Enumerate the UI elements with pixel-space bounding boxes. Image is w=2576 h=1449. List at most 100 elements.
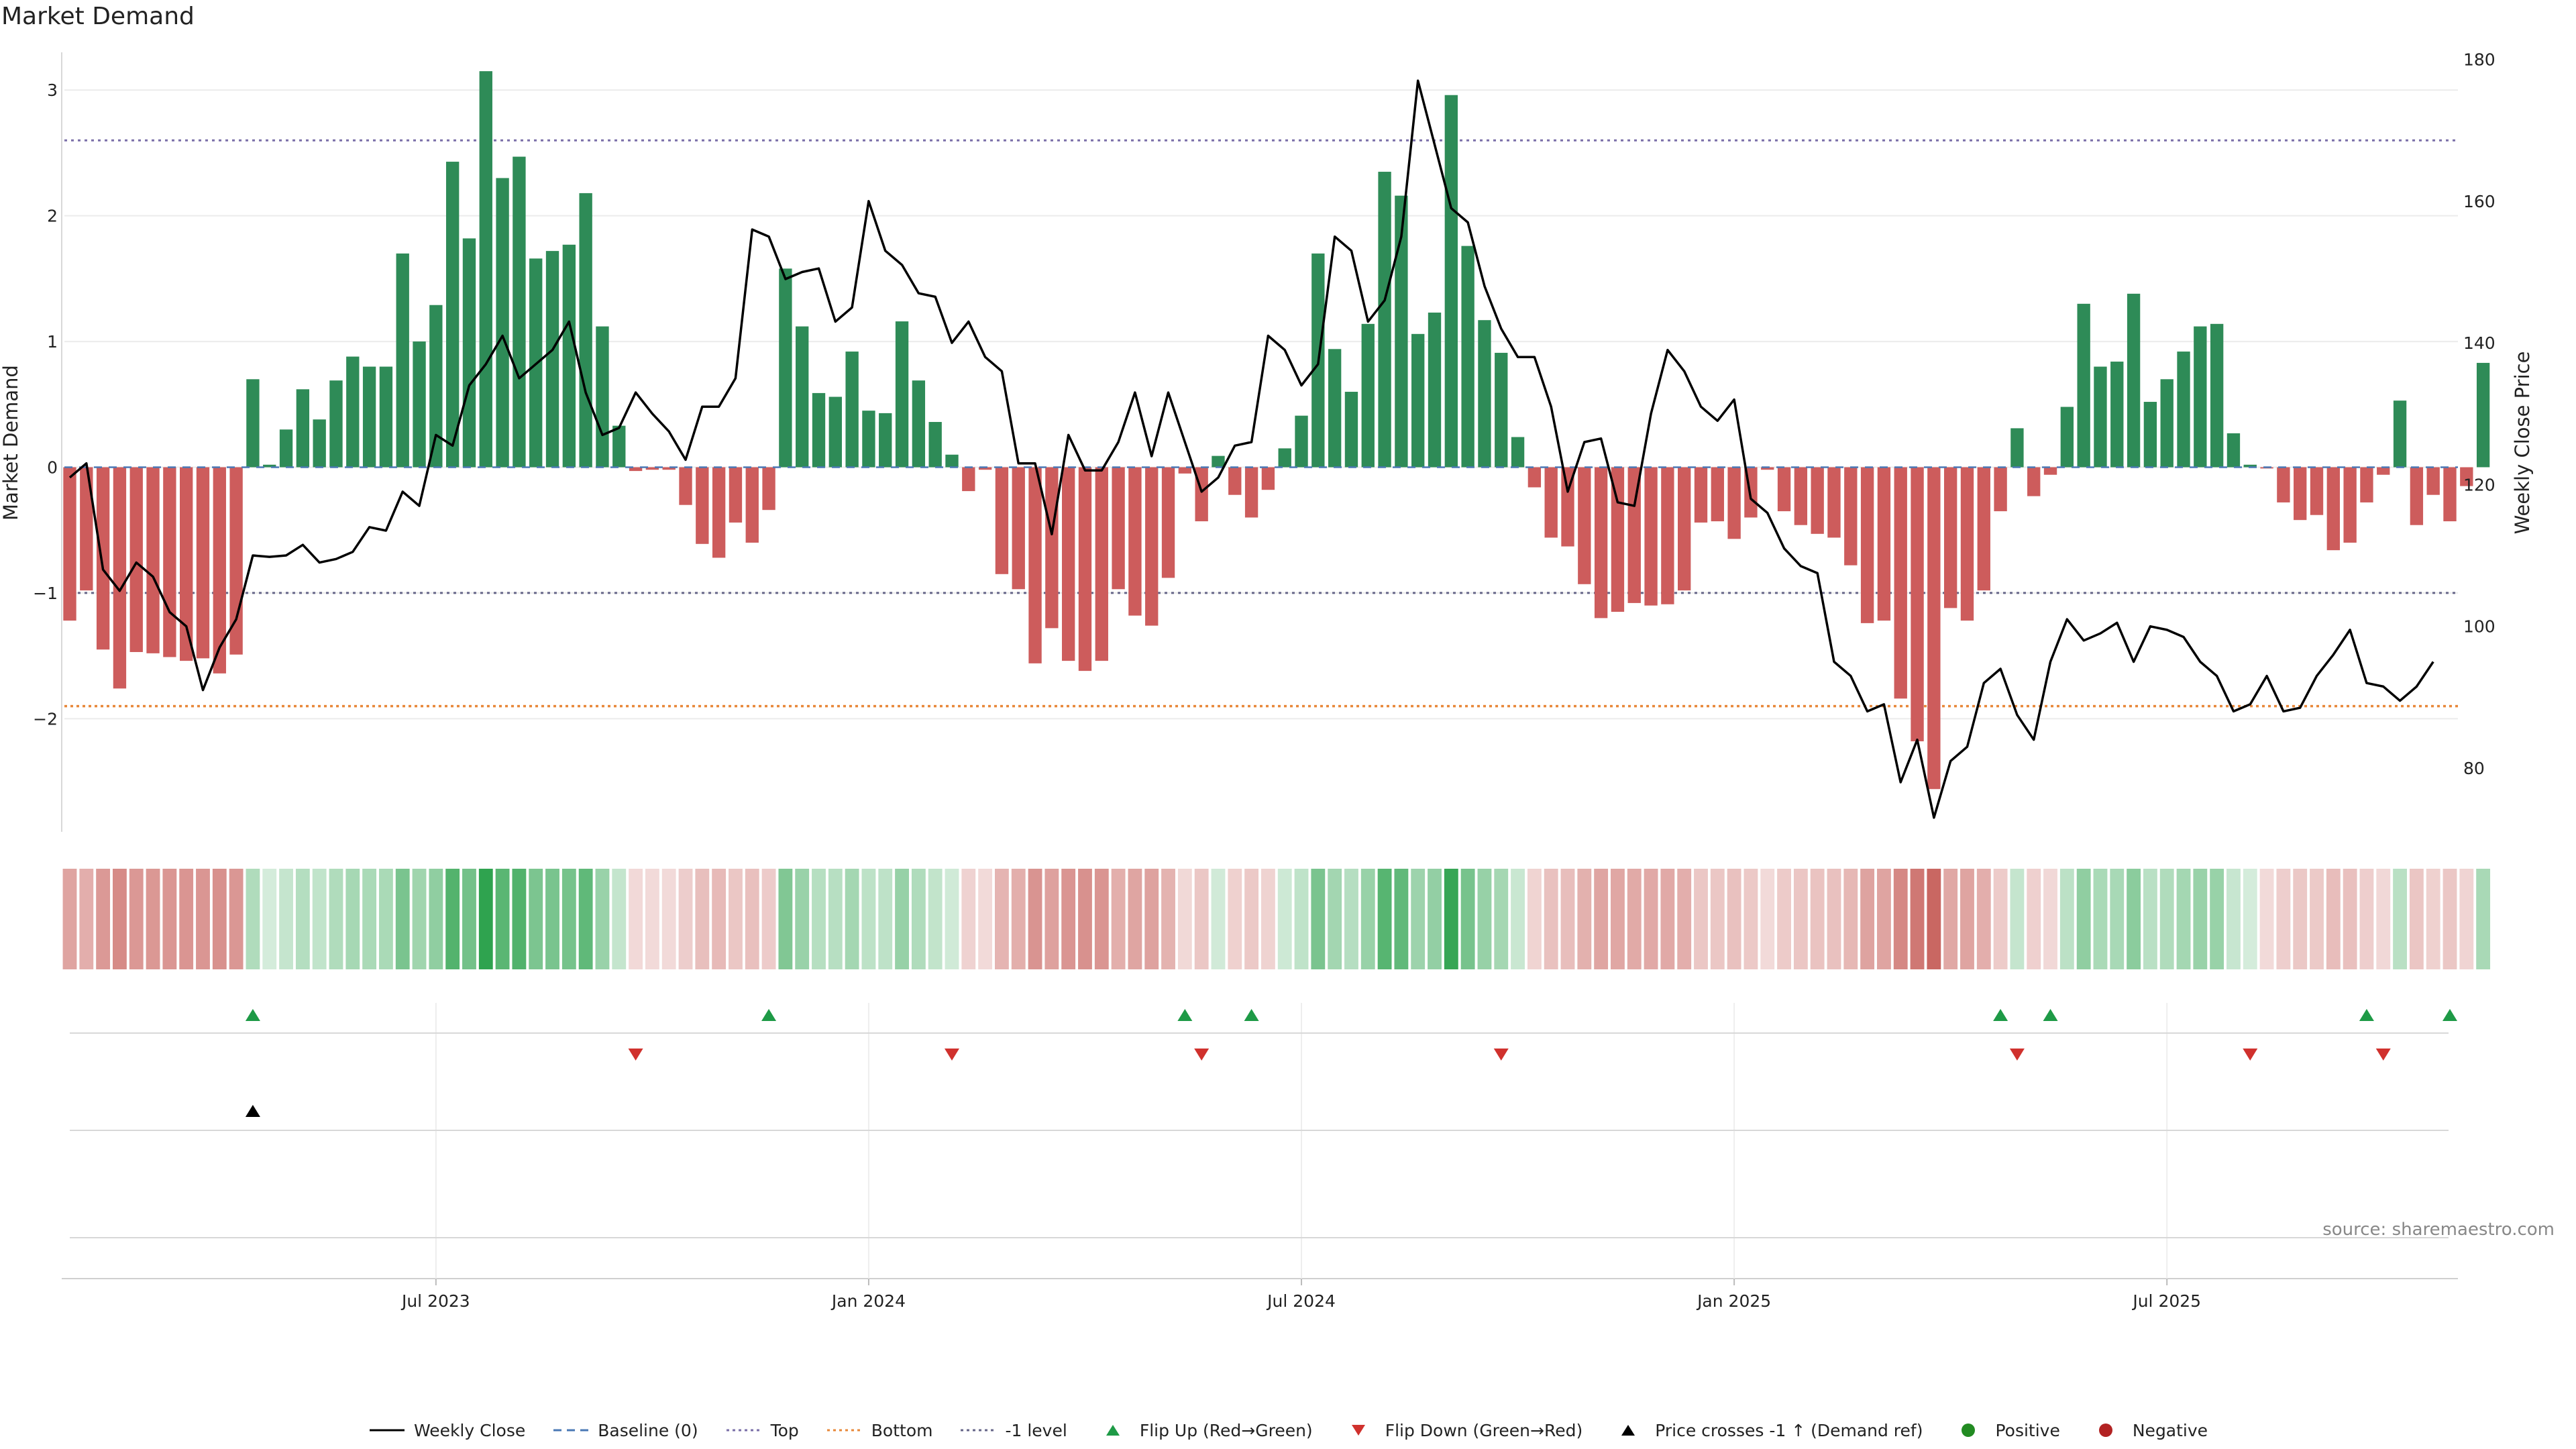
- chart-legend: Weekly Close Baseline (0) Top Bottom -1 leve…: [0, 1417, 2576, 1444]
- heat-strip-cell: [595, 869, 610, 969]
- heat-strip-cell: [1876, 869, 1891, 969]
- heat-strip-cell: [961, 869, 976, 969]
- demand-bar-negative: [1112, 467, 1125, 590]
- heat-strip-cell: [1344, 869, 1358, 969]
- flip-down-marker: [944, 1049, 959, 1061]
- legend-symbol-dotted-orange: [826, 1429, 862, 1432]
- heat-strip-cell: [262, 869, 277, 969]
- demand-bar-negative: [1527, 467, 1542, 488]
- demand-bar-negative: [1844, 467, 1858, 566]
- legend-symbol-triangle-up-green: [1106, 1425, 1120, 1436]
- legend-label: Positive: [1995, 1420, 2060, 1440]
- demand-bar-positive: [2060, 407, 2074, 468]
- heat-strip-cell: [79, 869, 94, 969]
- demand-bar-negative: [1544, 467, 1558, 538]
- heat-strip-cell: [1777, 869, 1791, 969]
- heat-strip-cell: [345, 869, 360, 969]
- legend-symbol-dashed-line: [553, 1429, 589, 1432]
- heat-strip-cell: [162, 869, 177, 969]
- heat-strip-cell: [279, 869, 293, 969]
- demand-bar-negative: [129, 467, 143, 652]
- demand-bar-negative: [63, 467, 76, 621]
- heat-strip-cell: [1644, 869, 1658, 969]
- heat-strip-cell: [1860, 869, 1875, 969]
- demand-bar-negative: [1927, 467, 1941, 790]
- demand-bar-positive: [413, 341, 426, 468]
- y2-tick-label: 80: [2463, 759, 2485, 778]
- y-tick-label: −1: [33, 584, 58, 603]
- demand-bar-positive: [2094, 366, 2107, 468]
- heat-strip-cell: [246, 869, 260, 969]
- legend-symbol-dot-red: [2098, 1424, 2112, 1437]
- demand-bar-negative: [2410, 467, 2424, 525]
- demand-bar-negative: [629, 467, 643, 472]
- heat-strip-cell: [2293, 869, 2308, 969]
- demand-bar-negative: [762, 467, 775, 511]
- legend-label: Bottom: [871, 1420, 933, 1440]
- heat-strip-cell: [2259, 869, 2274, 969]
- demand-bar-negative: [1911, 467, 1924, 742]
- demand-bar-positive: [845, 352, 859, 468]
- heat-strip-cell: [2110, 869, 2125, 969]
- demand-bar-positive: [912, 380, 926, 468]
- demand-bar-negative: [1012, 467, 1025, 590]
- y2-tick-label: 180: [2463, 50, 2496, 70]
- demand-bar-positive: [545, 251, 559, 468]
- heat-strip-cell: [495, 869, 510, 969]
- demand-bar-negative: [213, 467, 226, 674]
- heat-strip-cell: [695, 869, 710, 969]
- heat-strip-cell: [1411, 869, 1426, 969]
- demand-bar-positive: [895, 321, 909, 468]
- demand-bar-positive: [346, 356, 360, 468]
- heat-strip-cell: [978, 869, 993, 969]
- heat-strip-cell: [312, 869, 327, 969]
- demand-bar-negative: [662, 467, 676, 470]
- heat-strip-cell: [828, 869, 843, 969]
- heat-strip-cell: [745, 869, 759, 969]
- heat-strip-cell: [1294, 869, 1309, 969]
- heat-strip-cell: [229, 869, 244, 969]
- flip-up-marker: [761, 1009, 777, 1021]
- heat-strip-cell: [146, 869, 160, 969]
- demand-bar-positive: [2127, 293, 2141, 468]
- demand-bar-positive: [2010, 428, 2024, 468]
- demand-bar-positive: [2077, 303, 2090, 468]
- flip-down-marker: [1194, 1049, 1210, 1061]
- chart-title: Market Demand: [1, 3, 195, 30]
- demand-bar-positive: [445, 162, 460, 468]
- heat-strip-cell: [478, 869, 493, 969]
- legend-symbol-triangle-down-red: [1351, 1425, 1365, 1436]
- heat-strip-cell: [378, 869, 393, 969]
- heat-strip-cell: [395, 869, 410, 969]
- y-tick-label: 3: [47, 80, 58, 100]
- legend-item: Negative: [2087, 1420, 2208, 1440]
- demand-bar-negative: [1827, 467, 1841, 538]
- heat-strip-cell: [1311, 869, 1326, 969]
- heat-strip-cell: [729, 869, 743, 969]
- heat-strip-cell: [2459, 869, 2474, 969]
- demand-bar-negative: [2310, 467, 2324, 515]
- demand-bar-positive: [2226, 433, 2241, 468]
- legend-item: Flip Up (Red→Green): [1094, 1420, 1313, 1440]
- heat-strip-cell: [2443, 869, 2457, 969]
- y-tick-label: 0: [47, 458, 58, 477]
- heat-strip-cell: [1144, 869, 1159, 969]
- demand-bar-positive: [496, 178, 509, 468]
- legend-label: Negative: [2132, 1420, 2208, 1440]
- heat-strip-cell: [212, 869, 227, 969]
- demand-bar-negative: [80, 467, 93, 591]
- heat-strip-cell: [1793, 869, 1808, 969]
- heat-strip-cell: [761, 869, 776, 969]
- heat-strip-cell: [995, 869, 1009, 969]
- demand-bar-positive: [1478, 320, 1491, 468]
- heat-strip-cell: [2027, 869, 2041, 969]
- legend-label: Top: [770, 1420, 799, 1440]
- demand-bar-positive: [462, 238, 476, 468]
- demand-bar-positive: [779, 268, 792, 468]
- heat-strip-cell: [329, 869, 343, 969]
- flip-up-marker: [1993, 1009, 2008, 1021]
- heat-strip-cell: [612, 869, 627, 969]
- x-tick-label: Jan 2024: [830, 1291, 906, 1311]
- heat-strip-cell: [462, 869, 476, 969]
- heat-strip-cell: [1044, 869, 1059, 969]
